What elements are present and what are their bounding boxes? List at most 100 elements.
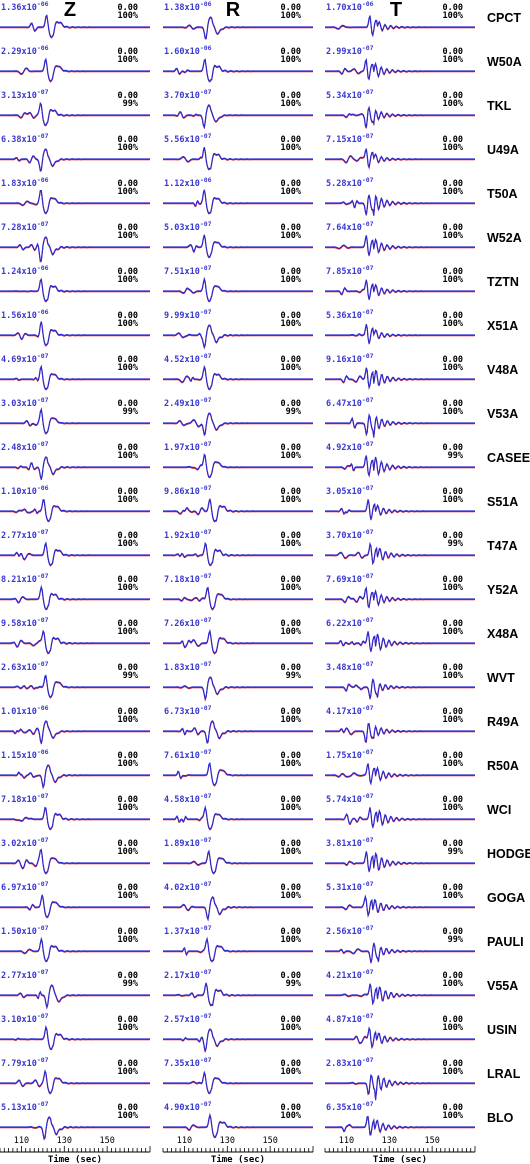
fit-percent-label: 100% <box>118 363 139 373</box>
observed-trace-r <box>163 983 313 1007</box>
amplitude-label: 4.92x10-07 <box>326 440 374 453</box>
station-name: CASEE <box>487 451 530 465</box>
synthetic-trace-t <box>325 105 475 128</box>
synthetic-trace-r <box>163 453 313 478</box>
amplitude-label: 2.77x10-07 <box>1 528 49 541</box>
amplitude-label: 4.87x10-07 <box>326 1012 374 1025</box>
amplitude-label: 6.47x10-07 <box>326 396 374 409</box>
synthetic-trace-r <box>163 720 313 744</box>
tick-label: 130 <box>57 1136 72 1146</box>
observed-trace-t <box>325 106 475 129</box>
fit-percent-label: 100% <box>281 231 302 241</box>
synthetic-trace-t <box>325 367 475 390</box>
time-shift-label: 0.00 <box>443 1015 463 1025</box>
fit-percent-label: 100% <box>281 451 302 461</box>
time-shift-label: 0.00 <box>443 619 463 629</box>
station-name: Y52A <box>487 583 518 597</box>
synthetic-trace-t <box>325 942 475 963</box>
time-shift-label: 0.00 <box>118 1103 138 1113</box>
observed-trace-r <box>163 454 313 479</box>
observed-trace-z <box>0 322 150 347</box>
amplitude-label: 2.17x10-07 <box>164 968 212 981</box>
amplitude-label: 4.69x10-07 <box>1 352 49 365</box>
time-shift-label: 0.00 <box>443 443 463 453</box>
fit-percent-label: 100% <box>443 891 464 901</box>
amplitude-label: 5.28x10-07 <box>326 176 374 189</box>
amplitude-label: 4.17x10-07 <box>326 704 374 717</box>
fit-percent-label: 99% <box>448 847 464 857</box>
time-shift-label: 0.00 <box>118 267 138 277</box>
observed-trace-t <box>325 456 475 478</box>
fit-percent-label: 100% <box>118 143 139 153</box>
station-name: U49A <box>487 143 519 157</box>
observed-trace-t <box>325 679 475 700</box>
fit-percent-label: 100% <box>443 1067 464 1077</box>
amplitude-label: 4.02x10-07 <box>164 880 212 893</box>
fit-percent-label: 100% <box>281 583 302 593</box>
synthetic-trace-r <box>163 628 313 654</box>
tick-label: 150 <box>424 1136 439 1146</box>
observed-trace-r <box>163 542 313 567</box>
observed-trace-z <box>0 457 150 481</box>
synthetic-trace-t <box>325 586 475 609</box>
amplitude-label: 7.35x10-07 <box>164 1056 212 1069</box>
time-shift-label: 0.00 <box>118 487 138 497</box>
observed-trace-t <box>325 984 475 1006</box>
amplitude-label: 5.03x10-07 <box>164 220 212 233</box>
fit-percent-label: 100% <box>118 715 139 725</box>
amplitude-label: 6.38x10-07 <box>1 132 49 145</box>
observed-trace-t <box>325 16 475 38</box>
time-shift-label: 0.00 <box>118 795 138 805</box>
synthetic-trace-z <box>0 894 150 918</box>
time-shift-label: 0.00 <box>118 971 138 981</box>
synthetic-trace-t <box>325 722 475 743</box>
fit-percent-label: 100% <box>443 363 464 373</box>
amplitude-label: 6.73x10-07 <box>164 704 212 717</box>
observed-trace-z <box>0 15 150 39</box>
observed-trace-t <box>325 723 475 744</box>
station-name: TZTN <box>487 275 519 289</box>
time-shift-label: 0.00 <box>281 663 301 673</box>
time-shift-label: 0.00 <box>281 311 301 321</box>
fit-percent-label: 100% <box>443 627 464 637</box>
time-shift-label: 0.00 <box>443 971 463 981</box>
observed-trace-t <box>325 764 475 786</box>
observed-trace-z <box>0 585 150 611</box>
synthetic-trace-t <box>325 499 475 520</box>
time-shift-label: 0.00 <box>443 575 463 585</box>
observed-trace-r <box>163 235 313 259</box>
observed-trace-t <box>325 324 475 345</box>
observed-trace-t <box>325 58 475 81</box>
fit-percent-label: 100% <box>281 11 302 21</box>
fit-percent-label: 100% <box>281 319 302 329</box>
observed-trace-r <box>163 1071 313 1095</box>
synthetic-trace-r <box>163 936 313 962</box>
time-shift-label: 0.00 <box>281 3 301 13</box>
fit-percent-label: 100% <box>118 891 139 901</box>
observed-trace-z <box>0 985 150 1010</box>
synthetic-trace-z <box>0 57 150 82</box>
station-name: R49A <box>487 715 519 729</box>
time-shift-label: 0.00 <box>281 47 301 57</box>
time-shift-label: 0.00 <box>443 795 463 805</box>
synthetic-trace-r <box>163 1028 313 1052</box>
synthetic-trace-r <box>163 58 313 82</box>
amplitude-label: 4.58x10-07 <box>164 792 212 805</box>
fit-percent-label: 100% <box>118 539 139 549</box>
observed-trace-z <box>0 895 150 919</box>
time-shift-label: 0.00 <box>281 1015 301 1025</box>
fit-percent-label: 100% <box>118 319 139 329</box>
time-shift-label: 0.00 <box>443 487 463 497</box>
amplitude-label: 1.10x10-06 <box>1 484 49 497</box>
observed-trace-z <box>0 237 150 263</box>
